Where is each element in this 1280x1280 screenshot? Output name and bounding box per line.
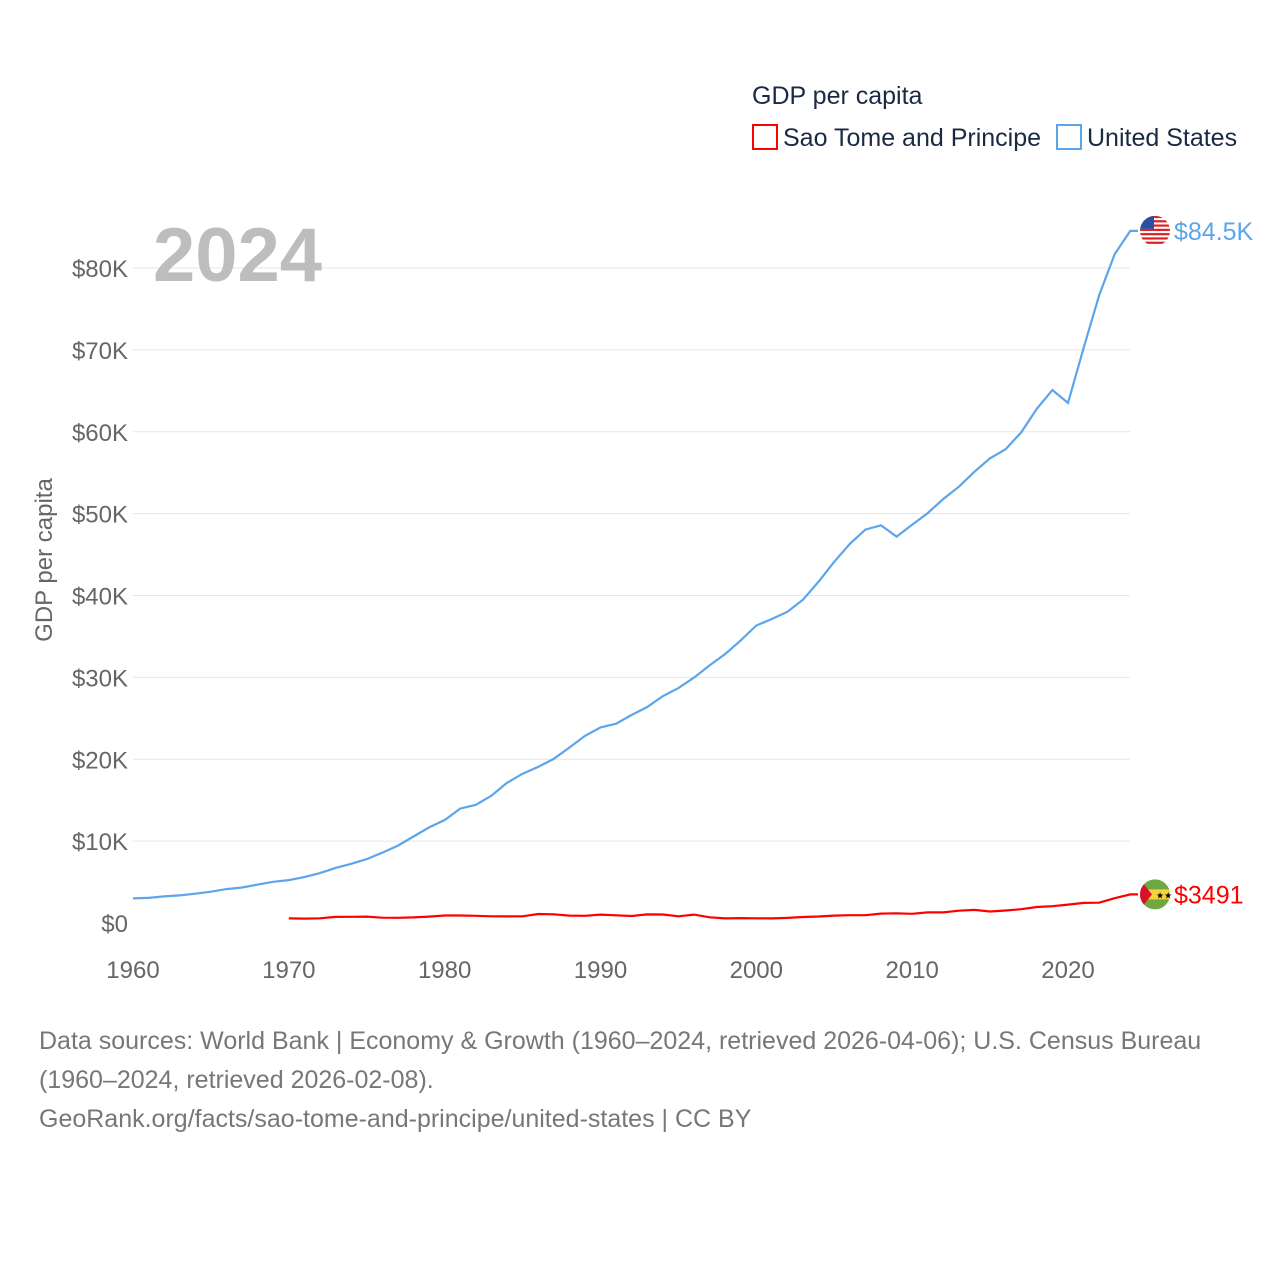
- legend-item-label: Sao Tome and Principe: [783, 124, 1041, 152]
- y-axis-label: GDP per capita: [31, 478, 58, 642]
- end-value-label: $84.5K: [1174, 218, 1254, 246]
- x-tick-label: 1990: [574, 957, 627, 984]
- sao-tome-flag-icon: ★★: [1140, 879, 1172, 910]
- y-tick-label: $70K: [72, 338, 128, 365]
- x-tick-label: 1980: [418, 957, 471, 984]
- x-tick-label: 2000: [730, 957, 783, 984]
- legend-swatch: [1056, 124, 1082, 150]
- legend-swatch: [752, 124, 778, 150]
- line-chart: $0 $10K $20K $30K $40K $50K $60K $70K $80K 1960 19…: [31, 82, 1254, 984]
- y-tick-label: $40K: [72, 584, 128, 611]
- y-tick-label: $80K: [72, 256, 128, 283]
- series-line-united-states: [132, 229, 1138, 900]
- end-value-label: $3491: [1174, 881, 1244, 909]
- x-tick-label: 1960: [106, 957, 159, 984]
- x-tick-label: 1970: [262, 957, 315, 984]
- data-sources: Data sources: World Bank | Economy & Gro…: [39, 1027, 1202, 1094]
- y-tick-label: $60K: [72, 420, 128, 447]
- series-line-sao-tome-and-principe: [288, 893, 1138, 920]
- x-tick-label: 2010: [885, 957, 938, 984]
- legend-item-label: United States: [1087, 124, 1237, 152]
- y-tick-label: $0: [101, 911, 128, 938]
- y-tick-label: $30K: [72, 665, 128, 692]
- y-tick-label: $20K: [72, 747, 128, 774]
- legend-title: GDP per capita: [752, 82, 923, 110]
- x-tick-label: 2020: [1041, 957, 1094, 984]
- year-label: 2024: [153, 213, 322, 298]
- svg-text:★★: ★★: [1156, 890, 1172, 900]
- credit-link[interactable]: GeoRank.org/facts/sao-tome-and-principe/…: [39, 1105, 752, 1133]
- footer: Data sources: World Bank | Economy & Gro…: [39, 1022, 1239, 1139]
- us-flag-icon: [1140, 215, 1170, 246]
- y-tick-label: $10K: [72, 829, 128, 856]
- y-tick-label: $50K: [72, 502, 128, 529]
